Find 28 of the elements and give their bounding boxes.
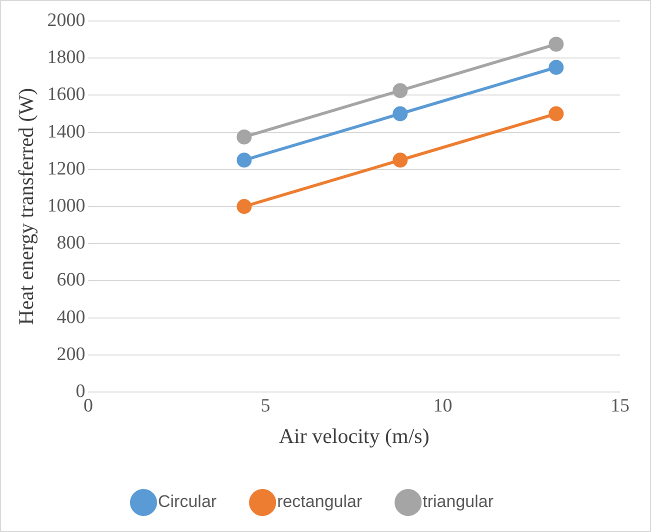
y-tick-label: 400 bbox=[56, 306, 86, 328]
y-tick-label: 1200 bbox=[47, 158, 86, 180]
y-tick-label: 1600 bbox=[47, 84, 86, 106]
x-tick-label: 15 bbox=[610, 395, 630, 416]
x-axis-title: Air velocity (m/s) bbox=[278, 424, 430, 448]
legend-label: triangular bbox=[422, 492, 494, 512]
point bbox=[392, 106, 408, 122]
point bbox=[548, 36, 564, 52]
point bbox=[236, 152, 252, 168]
point bbox=[548, 60, 564, 75]
point bbox=[392, 83, 408, 98]
y-tick-label: 200 bbox=[56, 344, 86, 365]
point bbox=[236, 129, 252, 144]
legend-label: rectangular bbox=[277, 492, 362, 512]
point bbox=[548, 106, 564, 122]
point bbox=[236, 199, 252, 214]
y-tick-label: 1800 bbox=[47, 47, 86, 68]
y-tick-label: 600 bbox=[56, 270, 86, 291]
legend-label: Circular bbox=[158, 492, 217, 512]
x-tick-label: 5 bbox=[260, 395, 270, 416]
y-tick-label: 2000 bbox=[47, 10, 86, 31]
y-tick-label: 0 bbox=[76, 380, 86, 402]
x-tick-label: 10 bbox=[433, 395, 452, 416]
y-tick-label: 800 bbox=[56, 232, 86, 254]
y-tick-label: 1400 bbox=[47, 121, 86, 142]
y-tick-label: 1000 bbox=[47, 195, 86, 216]
point bbox=[392, 152, 408, 168]
y-axis-title: Heat energy transferred (W) bbox=[14, 88, 38, 325]
